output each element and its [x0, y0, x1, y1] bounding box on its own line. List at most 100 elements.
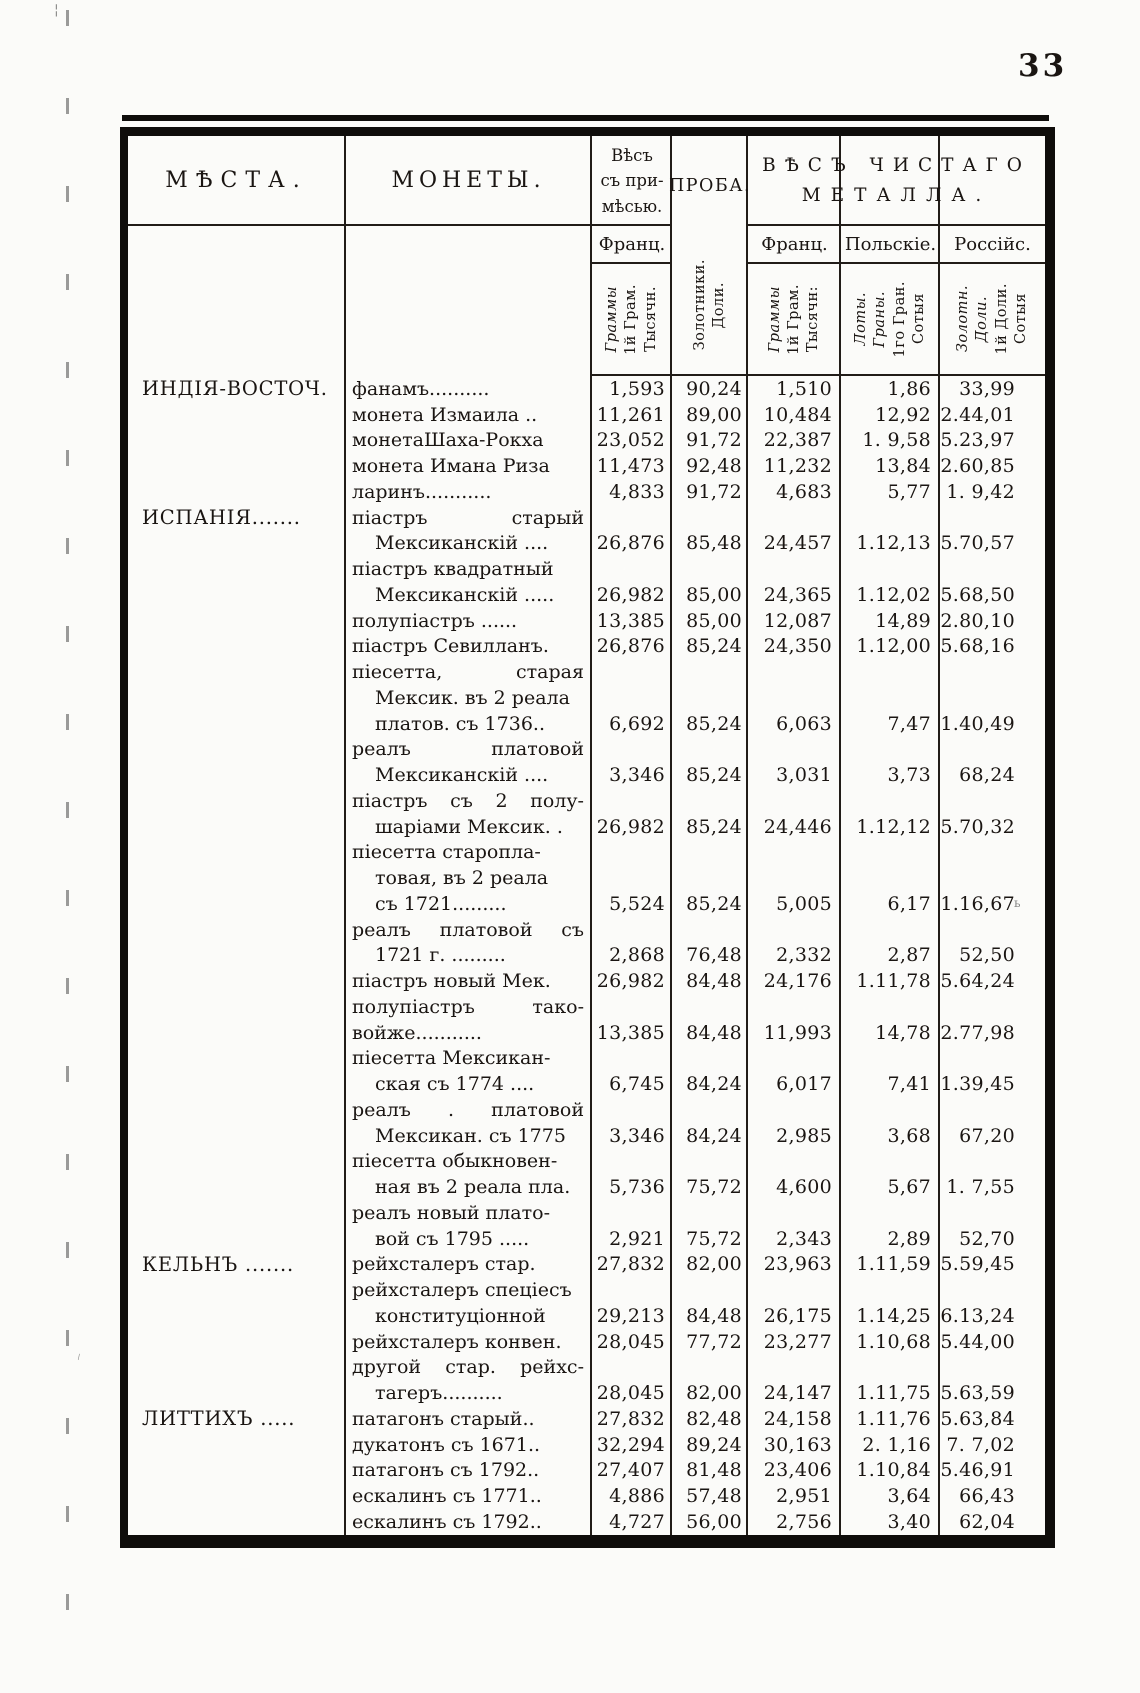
value-cell: 84,24 [686, 1124, 742, 1147]
value-cell: 2,756 [776, 1510, 832, 1533]
unit-label: 1й Доли. [993, 283, 1010, 355]
scan-speck: ᛌ [72, 1351, 84, 1369]
place-cell: ЛИТТИХЪ ..... [142, 1407, 296, 1431]
coin-cell: вой съ 1795 ..... [375, 1227, 530, 1250]
value-cell: 1.14,25 [856, 1304, 931, 1327]
table-row: ская съ 1774 .... 6,745 84,24 6,017 7,41 1.39… [128, 1071, 1045, 1097]
value-cell: 85,24 [686, 892, 742, 915]
value-cell: 24,365 [763, 583, 832, 606]
value-cell: 1.12,13 [856, 532, 931, 555]
table-row: рейхсталеръ спеціесъ [128, 1277, 1045, 1303]
value-cell: 66,43 [959, 1485, 1015, 1508]
value-cell: 5.63,59 [940, 1382, 1015, 1405]
table-row: ИСПАНІЯ....... піастръ старый [128, 505, 1045, 531]
table-row: полупіастръ тако- [128, 994, 1045, 1020]
value-cell: 1. 7,55 [946, 1176, 1015, 1199]
value-cell: 13,385 [596, 609, 665, 632]
place-cell: КЕЛЬНЪ ....... [142, 1252, 295, 1276]
coin-cell: полупіастръ тако- [345, 996, 592, 1018]
header-rule [592, 262, 670, 264]
value-cell: 24,350 [763, 635, 832, 658]
column-divider [590, 136, 592, 1535]
header-gross-line: съ при- [600, 171, 664, 191]
coin-cell: ларинъ........... [352, 480, 492, 503]
coin-word: реалъ [352, 1098, 411, 1121]
unit-label: Сотыя [910, 293, 927, 345]
table-row: піастръ новый Мек. 26,982 84,48 24,176 1.11,… [128, 968, 1045, 994]
value-cell: 26,982 [596, 970, 665, 993]
value-cell: 26,982 [596, 815, 665, 838]
unit-label: Золотн. [955, 285, 972, 353]
value-cell: 1. 9,58 [862, 429, 931, 452]
value-cell: 85,24 [686, 815, 742, 838]
value-cell: 33,99 [959, 377, 1015, 400]
coin-cell: тагеръ.......... [375, 1382, 503, 1405]
value-cell: 6,063 [776, 712, 832, 735]
coin-cell: войже........... [352, 1021, 482, 1044]
value-cell: 2,951 [776, 1485, 832, 1508]
header-places: МѢСТА. [165, 167, 308, 193]
value-cell: 23,277 [763, 1330, 832, 1353]
value-cell: 2,921 [609, 1227, 665, 1250]
table-row: ная въ 2 реала пла. 5,736 75,72 4,600 5,67 1.… [128, 1174, 1045, 1200]
unit-label: 1й Грам. [623, 283, 640, 355]
table-row: вой съ 1795 ..... 2,921 75,72 2,343 2,89 52,7… [128, 1226, 1045, 1252]
coin-word: съ [561, 918, 584, 941]
value-cell: 14,89 [875, 609, 931, 632]
table-row: монета Имана Риза 11,473 92,48 11,232 13,84 2… [128, 453, 1045, 479]
table-row: піастръ Севилланъ. 26,876 85,24 24,350 1.12,… [128, 634, 1045, 660]
value-cell: 5,736 [609, 1176, 665, 1199]
coin-cell: платов. съ 1736.. [375, 712, 545, 735]
coin-cell: Мексиканскій .... [375, 764, 549, 787]
value-cell: 2.77,98 [940, 1021, 1015, 1044]
coin-cell: піастръ Севилланъ. [352, 635, 549, 658]
table-row: Мексиканскій .... 26,876 85,48 24,457 1.12,1… [128, 531, 1045, 557]
value-cell: 77,72 [686, 1330, 742, 1353]
value-cell: 26,982 [596, 583, 665, 606]
table-row: войже........... 13,385 84,48 11,993 14,78 2.… [128, 1020, 1045, 1046]
unit-label: Граммы [604, 285, 621, 353]
column-divider [746, 136, 748, 1535]
coin-cell: реалъ платовой съ [345, 919, 592, 941]
coin-cell: реалъ новый плато- [352, 1201, 550, 1224]
value-cell: 5.64,24 [940, 970, 1015, 993]
value-cell: 14,78 [875, 1021, 931, 1044]
unit-label: Тысячн: [805, 285, 822, 353]
unit-label: 1й Грам. [785, 283, 802, 355]
value-cell: 30,163 [763, 1433, 832, 1456]
unit-label: 1го Гран. [891, 280, 908, 358]
coin-cell: Мексик. въ 2 реала [375, 686, 570, 709]
coin-weight-table: МѢСТА. МОНЕТЫ. Вѣсъ съ при- мѣсью. ПРОБА… [120, 115, 1055, 1548]
value-cell: 1. 9,42 [946, 480, 1015, 503]
value-cell: 12,087 [763, 609, 832, 632]
header-rule [748, 262, 1045, 264]
value-cell: 5,77 [887, 480, 931, 503]
coin-cell: ескалинъ съ 1771.. [352, 1485, 542, 1508]
value-cell: 5.68,50 [940, 583, 1015, 606]
table-row: платов. съ 1736.. 6,692 85,24 6,063 7,47 1.40… [128, 711, 1045, 737]
value-cell: 7,47 [887, 712, 931, 735]
value-cell: 85,24 [686, 635, 742, 658]
table-row: товая, въ 2 реала [128, 865, 1045, 891]
value-cell: 81,48 [686, 1459, 742, 1482]
unit-label: Золотники. [691, 259, 708, 351]
header-rule [128, 224, 590, 226]
value-cell: 26,175 [763, 1304, 832, 1327]
coin-cell: монета Имана Риза [352, 455, 550, 478]
table-row: піесетта, старая [128, 659, 1045, 685]
value-cell: 4,600 [776, 1176, 832, 1199]
table-row: 1721 г. ......... 2,868 76,48 2,332 2,87 52,5… [128, 943, 1045, 969]
value-cell: 6,017 [776, 1073, 832, 1096]
table-row: Мексик. въ 2 реала [128, 685, 1045, 711]
value-cell: 1.11,59 [856, 1253, 931, 1276]
value-cell: 22,387 [763, 429, 832, 452]
header-pure-line: ВѢСЪ ЧИСТАГО [762, 154, 1031, 176]
value-cell: 62,04 [959, 1510, 1015, 1533]
value-cell: 89,24 [686, 1433, 742, 1456]
value-cell: 27,407 [596, 1459, 665, 1482]
value-cell: 32,294 [596, 1433, 665, 1456]
coin-cell: Мексиканскій .... [375, 532, 549, 555]
table-row: конституціонной 29,213 84,48 26,175 1.14,25 6… [128, 1303, 1045, 1329]
value-cell: 23,406 [763, 1459, 832, 1482]
value-cell: 27,832 [596, 1407, 665, 1430]
